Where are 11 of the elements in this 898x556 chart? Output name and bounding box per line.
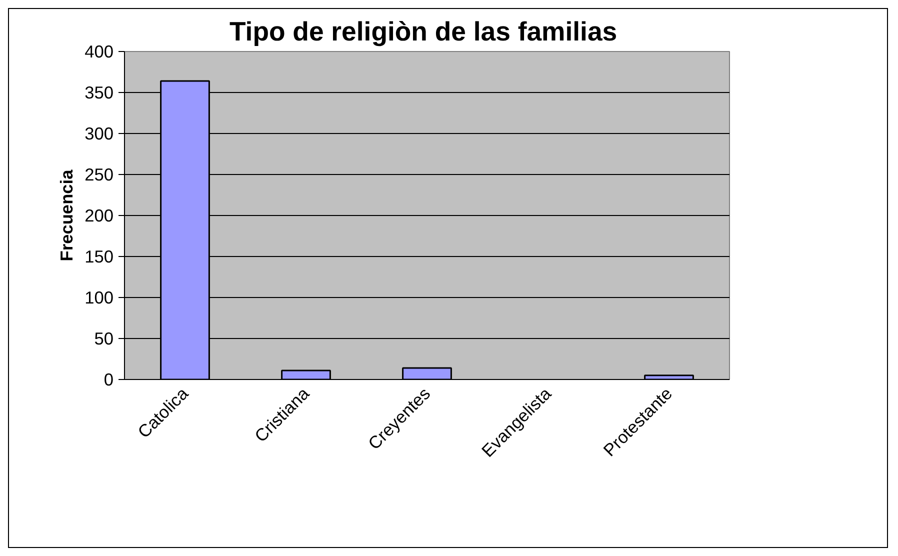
y-tick-label: 50 (94, 328, 114, 348)
y-tick-label: 350 (84, 82, 114, 102)
y-tick-label: 150 (84, 246, 114, 266)
y-tick-label: 200 (84, 206, 114, 226)
y-tick-label: 300 (84, 124, 114, 144)
y-tick-label: 100 (84, 288, 114, 308)
y-tick-label: 400 (84, 42, 114, 62)
y-axis-title: Frecuencia (56, 169, 77, 262)
y-tick-label: 0 (104, 370, 114, 390)
y-tick-label: 250 (84, 164, 114, 184)
chart-title: Tipo de religiòn de las familias (229, 16, 618, 46)
